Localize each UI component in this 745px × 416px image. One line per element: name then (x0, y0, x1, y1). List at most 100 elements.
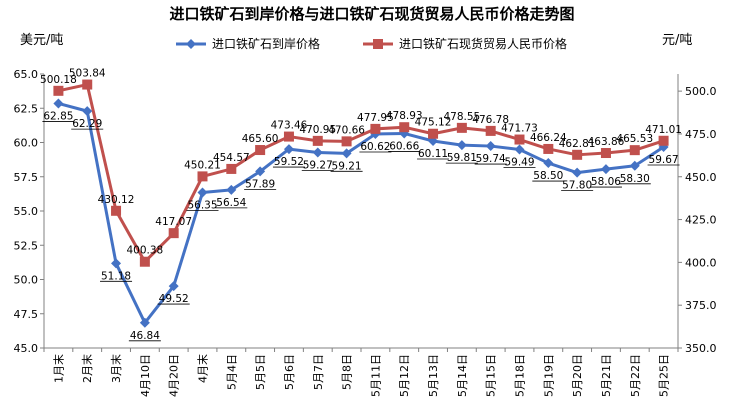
right-tick-label: 400.0 (685, 256, 717, 269)
series-2-point (428, 128, 439, 139)
series-1-data-label: 49.52 (159, 293, 189, 305)
series-1-data-label: 57.89 (245, 178, 275, 190)
series-1-data-label: 59.27 (303, 160, 333, 172)
right-tick-label: 425.0 (685, 214, 717, 227)
series-1-point (600, 164, 611, 175)
series-1-data-label: 62.85 (43, 110, 73, 122)
series-2-data-label: 450.21 (184, 159, 221, 171)
series-2-data-label: 454.57 (213, 152, 250, 164)
series-1-data-label: 59.52 (274, 156, 304, 168)
series-2-data-label: 430.12 (98, 194, 135, 206)
series-2-data-label: 477.95 (357, 112, 394, 124)
series-1-point (341, 148, 352, 159)
left-tick-label: 60.0 (14, 137, 39, 150)
right-tick-label: 375.0 (685, 299, 717, 312)
x-category-label: 5月22日 (629, 354, 642, 397)
series-1-point (543, 158, 554, 169)
series-2-data-label: 466.24 (530, 132, 567, 144)
series-2-point (197, 171, 208, 182)
series-2-data-label: 478.55 (443, 111, 480, 123)
series-2-line (58, 83, 665, 264)
series-2-data-label: 471.01 (645, 124, 682, 136)
series-2-point (341, 136, 352, 147)
series-1-point (168, 281, 179, 292)
x-category-label: 5月25日 (658, 354, 671, 397)
series-1-data-label: 59.81 (447, 152, 477, 164)
series-2-point (111, 205, 122, 216)
series-2-point (370, 123, 381, 134)
series-2-point (629, 145, 640, 156)
right-tick-label: 350.0 (685, 342, 717, 355)
series-2-data-label: 465.60 (242, 133, 279, 145)
series-1-point (572, 167, 583, 178)
series-2-point (226, 163, 237, 174)
series-2-data-label: 400.38 (126, 245, 163, 257)
left-tick-label: 57.5 (14, 171, 39, 184)
chart-title: 进口铁矿石到岸价格与进口铁矿石现货贸易人民币价格走势图 (169, 5, 574, 23)
series-2-point (658, 135, 669, 146)
series-2-data-label: 462.81 (559, 138, 596, 150)
series-2-data-label: 503.84 (69, 68, 106, 80)
left-tick-label: 65.0 (14, 68, 39, 81)
x-category-label: 5月15日 (485, 354, 498, 397)
series-1-point (53, 98, 64, 109)
series-2-point (514, 134, 525, 145)
series-1-point (514, 144, 525, 155)
series-2-data-label: 465.53 (616, 133, 653, 145)
x-category-label: 1月末 (51, 354, 65, 383)
x-category-label: 5月13日 (427, 354, 440, 397)
series-1-data-label: 60.11 (418, 148, 448, 160)
series-2-point (168, 228, 179, 239)
series-2-point (53, 85, 64, 96)
series-1-data-label: 59.67 (649, 154, 679, 166)
series-1-point (139, 317, 150, 328)
series-2-point (485, 125, 496, 136)
left-tick-label: 50.0 (14, 274, 39, 287)
legend-label-series-2: 进口铁矿石现货贸易人民币价格 (399, 36, 567, 51)
series-1-data-label: 58.06 (591, 176, 621, 188)
series-2-data-label: 417.07 (155, 216, 192, 228)
series-2-point (600, 148, 611, 159)
series-2-data-label: 470.66 (328, 124, 365, 136)
x-category-label: 3月末 (109, 354, 123, 383)
right-tick-label: 475.0 (685, 128, 717, 141)
series-2-point (543, 143, 554, 154)
series-1-point (255, 166, 266, 177)
series-1-data-label: 59.21 (332, 160, 362, 172)
series-2-data-label: 500.18 (40, 74, 77, 86)
legend-item-series-1: 进口铁矿石到岸价格 (176, 36, 320, 51)
series-1-data-label: 58.30 (620, 173, 650, 185)
series-2-point (139, 256, 150, 267)
series-1-point (197, 187, 208, 198)
series-2-point (399, 122, 410, 133)
x-category-label: 5月6日 (283, 354, 296, 390)
left-tick-label: 45.0 (14, 342, 39, 355)
x-category-label: 5月21日 (600, 354, 613, 397)
series-1-data-label: 57.80 (562, 180, 592, 192)
left-tick-label: 52.5 (14, 239, 39, 252)
series-1-data-label: 56.54 (216, 197, 246, 209)
series-1-data-label: 60.62 (360, 141, 390, 153)
series-2-data-label: 463.86 (588, 136, 625, 148)
series-2-data-label: 471.73 (501, 123, 538, 135)
series-1-data-label: 51.18 (101, 270, 131, 282)
legend-item-series-2: 进口铁矿石现货贸易人民币价格 (363, 36, 567, 51)
series-1-data-label: 58.50 (533, 170, 563, 182)
series-2-point (572, 149, 583, 160)
left-tick-label: 55.0 (14, 205, 39, 218)
series-1-point (226, 184, 237, 195)
right-axis-unit: 元/吨 (662, 33, 692, 48)
left-tick-label: 47.5 (14, 308, 39, 321)
series-2-point (255, 145, 266, 156)
x-category-label: 4月末 (196, 354, 210, 383)
series-1-point (629, 160, 640, 171)
series-1-data-label: 59.49 (504, 156, 534, 168)
series-1-point (456, 140, 467, 151)
series-1-point (111, 258, 122, 269)
series-1-point (485, 141, 496, 152)
x-category-label: 5月12日 (398, 354, 411, 397)
series-2-point (283, 131, 294, 142)
right-tick-label: 450.0 (685, 171, 717, 184)
